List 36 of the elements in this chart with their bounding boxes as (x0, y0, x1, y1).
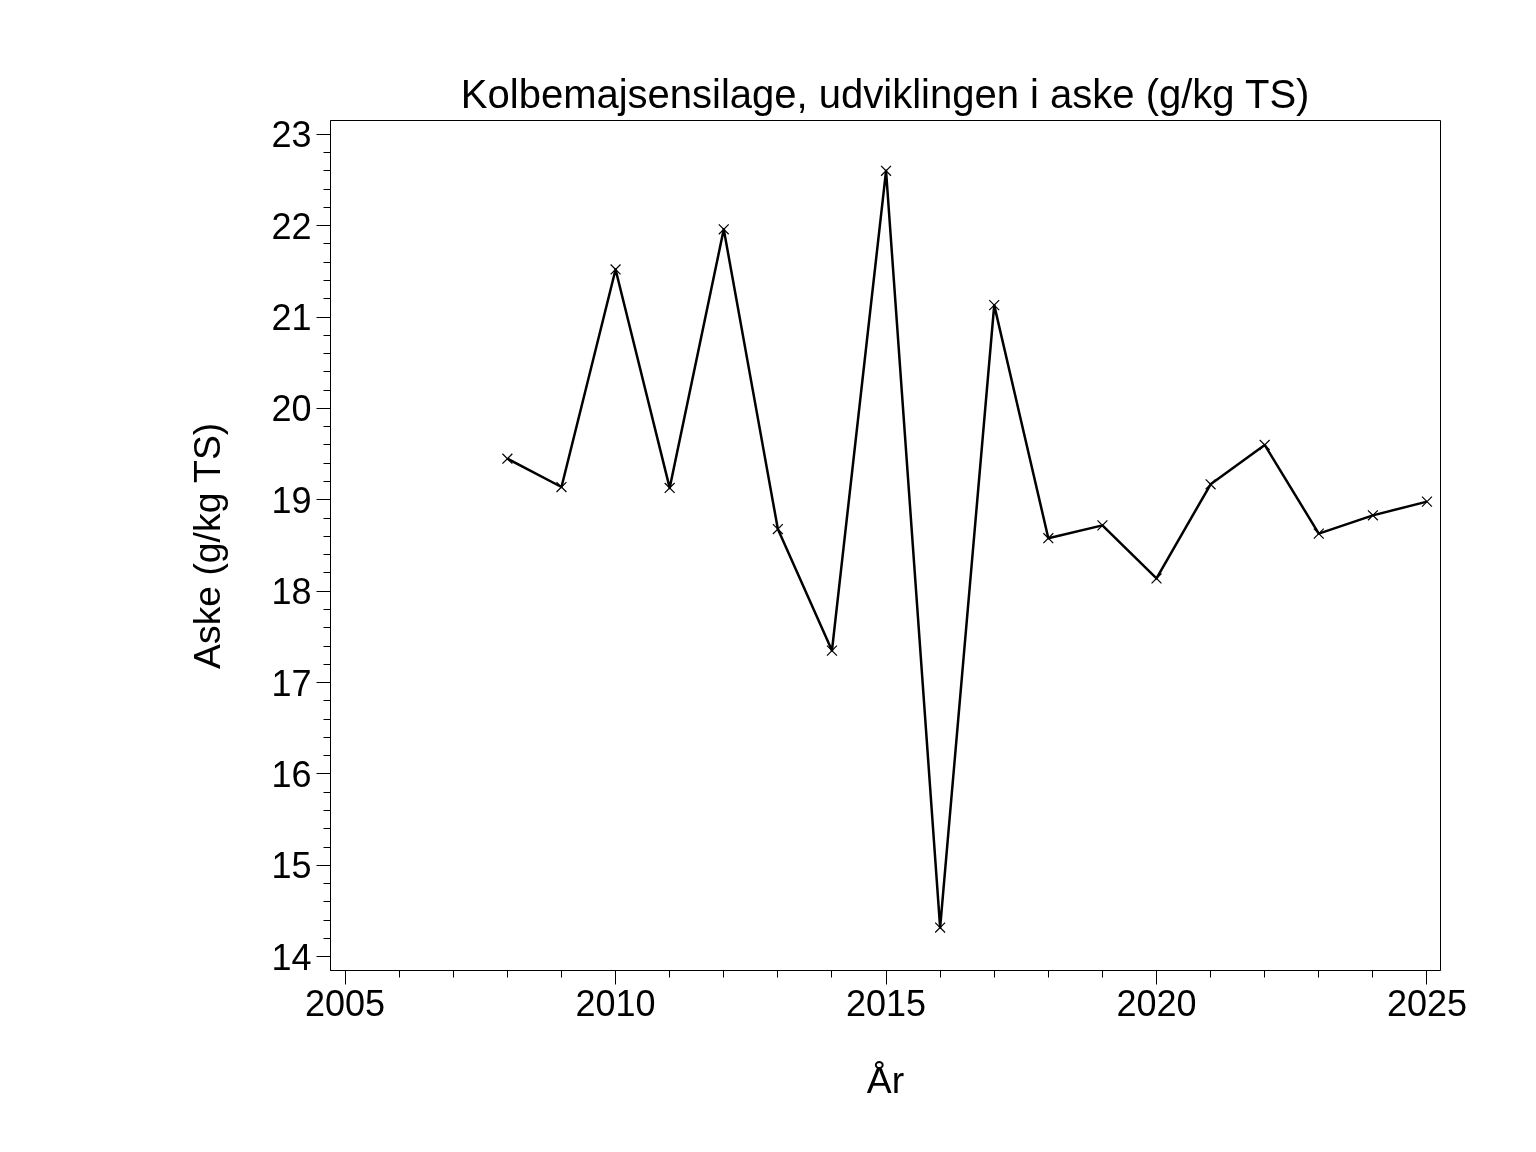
y-tick-label: 17 (271, 662, 312, 704)
y-tick-label: 16 (271, 753, 312, 795)
point (1150, 572, 1163, 584)
point (1367, 509, 1379, 521)
chart-title: Kolbemajsensilage, udviklingen i aske (g/kg TS) (460, 71, 1310, 116)
point (1042, 532, 1054, 544)
point (772, 523, 784, 535)
point (1205, 478, 1217, 490)
x-tick-label: 2010 (575, 982, 656, 1024)
x-tick-label: 2015 (846, 982, 927, 1024)
point (1313, 528, 1325, 540)
x-tick-label: 2020 (1116, 982, 1197, 1024)
x-tick-label: 2005 (305, 982, 386, 1024)
point (1259, 439, 1271, 451)
y-tick-label: 23 (271, 114, 312, 156)
point (934, 921, 946, 934)
point (610, 263, 622, 276)
x-axis-title: År (866, 1058, 905, 1101)
point (1421, 496, 1433, 508)
y-axis-title: Aske (g/kg TS) (186, 422, 229, 669)
point (501, 453, 513, 465)
point (664, 482, 676, 494)
y-tick-label: 15 (271, 845, 312, 887)
point (988, 299, 1000, 311)
y-tick-label: 22 (271, 205, 312, 247)
point (555, 481, 568, 493)
point (880, 165, 892, 177)
point (1096, 519, 1108, 531)
y-tick-label: 20 (271, 388, 312, 430)
y-tick-label: 19 (271, 479, 312, 521)
y-tick-label: 14 (271, 936, 312, 978)
point (826, 645, 838, 657)
y-tick-label: 18 (271, 571, 312, 613)
point (718, 223, 730, 235)
x-tick-label: 2025 (1386, 982, 1468, 1024)
y-tick-label: 21 (271, 297, 312, 339)
